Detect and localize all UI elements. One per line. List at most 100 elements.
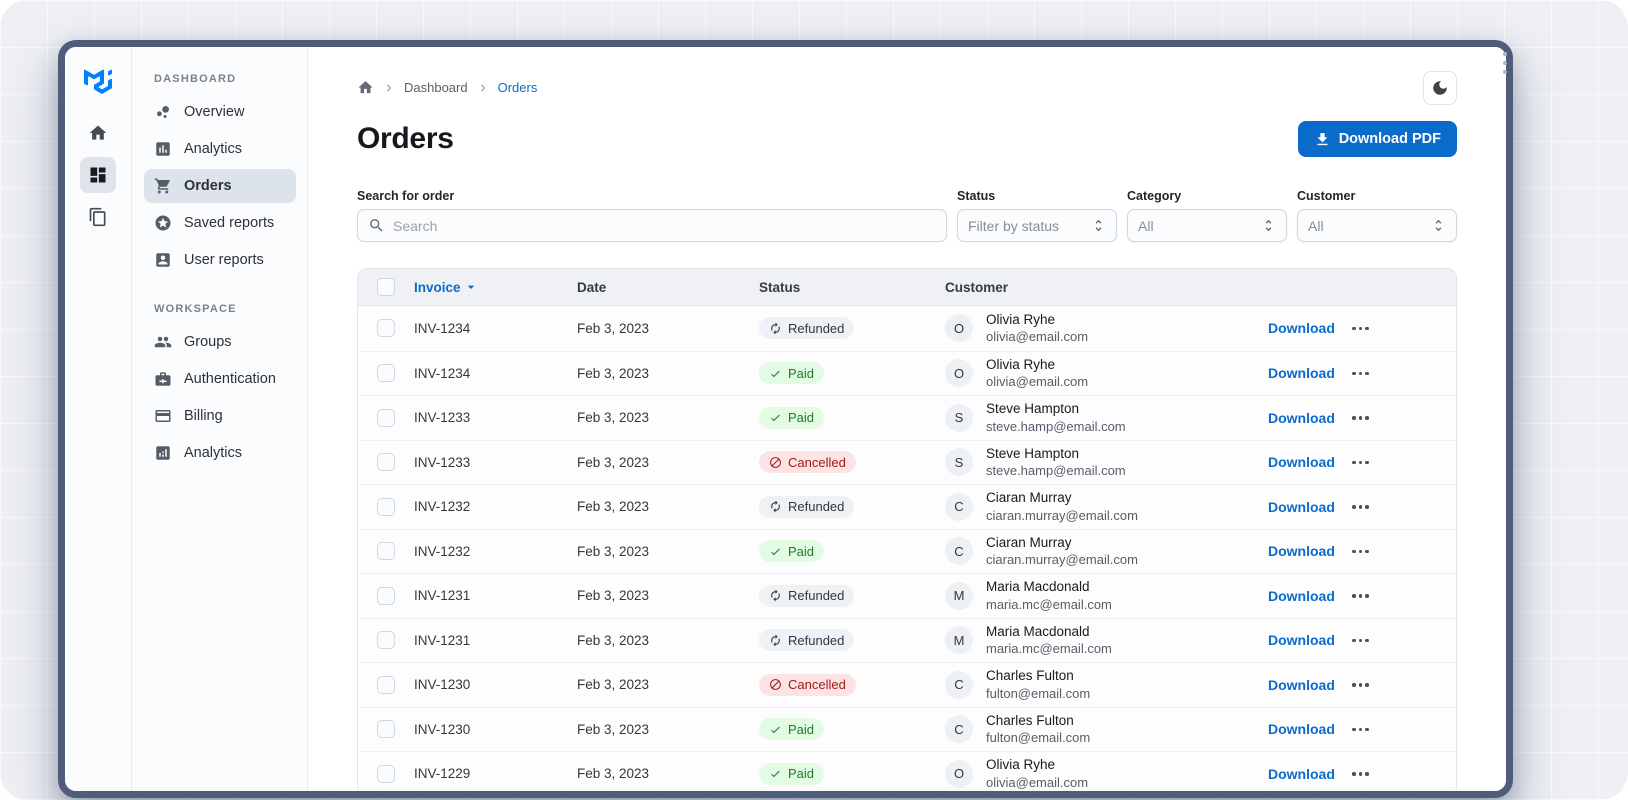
status-filter-label: Status bbox=[957, 189, 996, 203]
badge-icon bbox=[155, 372, 171, 386]
avatar: M bbox=[945, 626, 973, 655]
avatar: S bbox=[945, 403, 973, 432]
orders-table: Invoice Date Status Customer INV-1234 Fe… bbox=[357, 268, 1457, 791]
row-menu-button[interactable] bbox=[1350, 326, 1456, 330]
row-checkbox[interactable] bbox=[377, 542, 395, 561]
credit-card-icon bbox=[155, 410, 171, 422]
sidebar: DASHBOARD Overview Analytics Orders Saved r… bbox=[132, 47, 308, 791]
rail-item-layers[interactable] bbox=[80, 199, 116, 235]
avatar: O bbox=[945, 314, 973, 343]
sidebar-item-label: Authentication bbox=[184, 371, 276, 387]
download-link[interactable]: Download bbox=[1268, 765, 1335, 782]
download-link[interactable]: Download bbox=[1268, 454, 1335, 471]
bar-chart-icon bbox=[156, 142, 170, 156]
mui-logo-icon[interactable] bbox=[83, 67, 113, 95]
search-input[interactable] bbox=[393, 217, 936, 234]
sidebar-item-label: Overview bbox=[184, 104, 245, 120]
row-menu-button[interactable] bbox=[1350, 505, 1456, 509]
rail-item-dashboard-grid[interactable] bbox=[80, 157, 116, 193]
table-header: Invoice Date Status Customer bbox=[358, 269, 1456, 306]
home-icon bbox=[89, 125, 107, 140]
sidebar-item-analytics[interactable]: Analytics bbox=[144, 436, 296, 470]
breadcrumb-orders[interactable]: Orders bbox=[497, 80, 538, 95]
star-circle-icon bbox=[155, 215, 171, 231]
column-header-invoice[interactable]: Invoice bbox=[414, 279, 577, 295]
row-menu-button[interactable] bbox=[1350, 416, 1456, 420]
sidebar-item-authentication[interactable]: Authentication bbox=[144, 362, 296, 396]
date-cell: Feb 3, 2023 bbox=[577, 632, 650, 648]
row-checkbox[interactable] bbox=[377, 720, 395, 739]
sidebar-item-label: Saved reports bbox=[184, 215, 275, 231]
row-checkbox[interactable] bbox=[377, 631, 395, 650]
row-menu-button[interactable] bbox=[1350, 549, 1456, 553]
sidebar-item-orders[interactable]: Orders bbox=[144, 169, 296, 203]
status-filter-select[interactable]: Filter by status bbox=[957, 209, 1117, 242]
check-icon bbox=[771, 770, 780, 778]
avatar: S bbox=[945, 448, 973, 477]
block-icon bbox=[770, 456, 781, 468]
search-icon bbox=[370, 219, 383, 232]
icon-rail bbox=[65, 47, 132, 791]
download-link[interactable]: Download bbox=[1268, 721, 1335, 738]
download-link[interactable]: Download bbox=[1268, 676, 1335, 693]
status-badge: Paid bbox=[759, 540, 825, 563]
row-menu-button[interactable] bbox=[1350, 638, 1456, 642]
row-menu-button[interactable] bbox=[1350, 683, 1456, 687]
row-menu-button[interactable] bbox=[1350, 772, 1456, 776]
invoice-cell: INV-1230 bbox=[414, 677, 471, 693]
download-pdf-button[interactable]: Download PDF bbox=[1297, 121, 1457, 157]
row-menu-button[interactable] bbox=[1350, 371, 1456, 375]
column-header-status: Status bbox=[759, 279, 801, 295]
download-link[interactable]: Download bbox=[1268, 587, 1335, 604]
customer-filter-select[interactable]: All bbox=[1297, 209, 1457, 242]
table-row: INV-1230 Feb 3, 2023 Paid C Charles Fult… bbox=[358, 706, 1456, 752]
row-checkbox[interactable] bbox=[377, 408, 395, 427]
sidebar-item-groups[interactable]: Groups bbox=[144, 325, 296, 359]
sidebar-item-billing[interactable]: Billing bbox=[144, 399, 296, 433]
window-scrollbar[interactable] bbox=[1503, 52, 1507, 74]
customer-name: Olivia Ryhe bbox=[986, 311, 1056, 327]
customer-email: olivia@email.com bbox=[986, 374, 1089, 390]
row-checkbox[interactable] bbox=[377, 319, 395, 338]
sidebar-item-analytics[interactable]: Analytics bbox=[144, 132, 296, 166]
download-link[interactable]: Download bbox=[1268, 632, 1335, 649]
sidebar-item-overview[interactable]: Overview bbox=[144, 95, 296, 129]
row-checkbox[interactable] bbox=[377, 497, 395, 516]
sidebar-item-saved-reports[interactable]: Saved reports bbox=[144, 206, 296, 240]
download-link[interactable]: Download bbox=[1268, 409, 1335, 426]
download-link[interactable]: Download bbox=[1268, 320, 1335, 337]
row-checkbox[interactable] bbox=[377, 364, 395, 383]
avatar: M bbox=[945, 581, 973, 610]
breadcrumb-home-icon[interactable] bbox=[357, 79, 374, 96]
customer-name: Ciaran Murray bbox=[986, 490, 1072, 506]
date-cell: Feb 3, 2023 bbox=[577, 454, 650, 470]
column-header-date: Date bbox=[577, 279, 607, 295]
breadcrumb-dashboard[interactable]: Dashboard bbox=[404, 80, 468, 95]
row-checkbox[interactable] bbox=[377, 675, 395, 694]
row-checkbox[interactable] bbox=[377, 764, 395, 783]
row-checkbox[interactable] bbox=[377, 453, 395, 472]
autorenew-icon bbox=[771, 500, 780, 513]
invoice-cell: INV-1232 bbox=[414, 543, 471, 559]
row-menu-button[interactable] bbox=[1350, 594, 1456, 598]
customer-email: ciaran.murray@email.com bbox=[986, 552, 1138, 568]
row-menu-button[interactable] bbox=[1350, 727, 1456, 731]
invoice-cell: INV-1234 bbox=[414, 365, 471, 381]
row-menu-button[interactable] bbox=[1350, 460, 1456, 464]
sidebar-item-label: Analytics bbox=[184, 445, 243, 461]
date-cell: Feb 3, 2023 bbox=[577, 543, 650, 559]
date-cell: Feb 3, 2023 bbox=[577, 766, 650, 782]
table-row: INV-1229 Feb 3, 2023 Paid O Olivia Ryhe … bbox=[358, 751, 1456, 791]
date-cell: Feb 3, 2023 bbox=[577, 588, 650, 604]
select-all-checkbox[interactable] bbox=[377, 278, 395, 296]
download-link[interactable]: Download bbox=[1268, 365, 1335, 382]
download-link[interactable]: Download bbox=[1268, 543, 1335, 560]
download-link[interactable]: Download bbox=[1268, 498, 1335, 515]
row-checkbox[interactable] bbox=[377, 586, 395, 605]
table-row: INV-1232 Feb 3, 2023 Paid C Ciaran Murra… bbox=[358, 528, 1456, 574]
rail-item-home[interactable] bbox=[80, 115, 116, 151]
theme-toggle-button[interactable] bbox=[1423, 71, 1457, 105]
groups-icon bbox=[154, 336, 172, 348]
category-filter-select[interactable]: All bbox=[1127, 209, 1287, 242]
sidebar-item-user-reports[interactable]: User reports bbox=[144, 243, 296, 277]
